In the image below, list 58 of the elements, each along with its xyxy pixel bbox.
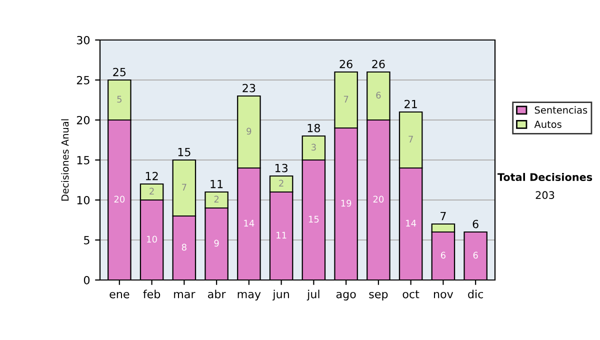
data-label: 3 <box>312 144 316 151</box>
y-tick-label: 20 <box>76 116 90 124</box>
x-tick-label: mar <box>174 292 196 298</box>
data-label: 11 <box>276 232 286 238</box>
x-tick-label: dic <box>468 290 484 298</box>
data-label: 10 <box>147 236 157 243</box>
total-label: 6 <box>472 220 478 228</box>
legend-label: Autos <box>534 120 562 128</box>
data-label: 7 <box>182 184 186 190</box>
total-label: 21 <box>404 100 417 108</box>
total-label: 23 <box>242 84 256 92</box>
text: Total Decisiones <box>497 172 592 182</box>
y-tick-label: 30 <box>76 36 90 44</box>
data-label: 6 <box>473 252 478 259</box>
x-tick-label: jun <box>272 290 289 300</box>
data-label: 9 <box>246 128 252 135</box>
total-label: 18 <box>308 124 320 132</box>
x-tick-label: oct <box>402 290 420 298</box>
y-axis-title: Decisiones Anual <box>61 119 69 201</box>
y-tick-label: 5 <box>84 236 90 244</box>
data-label: 2 <box>150 188 154 194</box>
data-label: 6 <box>376 92 381 99</box>
total-label: 11 <box>210 180 223 188</box>
text: 203 <box>536 191 554 200</box>
x-tick-label: nov <box>434 292 454 298</box>
data-label: 19 <box>341 200 352 207</box>
data-label: 15 <box>308 216 319 223</box>
y-tick-label: 25 <box>76 76 90 84</box>
data-label: 5 <box>117 96 122 103</box>
data-label: 14 <box>244 220 254 226</box>
total-label: 26 <box>340 60 352 68</box>
y-tick-label: 0 <box>84 276 90 284</box>
x-tick-label: ago <box>336 292 356 300</box>
data-label: 2 <box>214 196 219 202</box>
x-tick-label: ene <box>110 292 130 298</box>
x-tick-label: feb <box>143 290 160 298</box>
data-label: 20 <box>373 196 384 203</box>
data-label: 6 <box>440 252 446 259</box>
total-label: 26 <box>372 60 385 68</box>
y-tick-label: 10 <box>77 196 90 204</box>
x-tick-label: sep <box>369 292 388 300</box>
data-label: 7 <box>408 136 413 142</box>
total-label: 13 <box>275 164 288 172</box>
data-label: 2 <box>279 180 284 186</box>
data-label: 8 <box>182 244 186 251</box>
y-tick-label: 15 <box>77 156 90 164</box>
x-tick-label: abr <box>208 290 226 298</box>
data-label: 9 <box>214 240 219 247</box>
data-label: 20 <box>114 196 125 203</box>
total-label: 12 <box>146 172 158 180</box>
data-label: 7 <box>344 96 348 102</box>
data-label: 14 <box>406 220 416 226</box>
total-label: 15 <box>178 148 190 156</box>
legend-label: Sentencias <box>534 106 588 114</box>
x-tick-label: may <box>238 292 261 300</box>
total-label: 25 <box>113 68 126 76</box>
total-label: 7 <box>440 212 446 220</box>
x-tick-label: jul <box>306 290 320 300</box>
